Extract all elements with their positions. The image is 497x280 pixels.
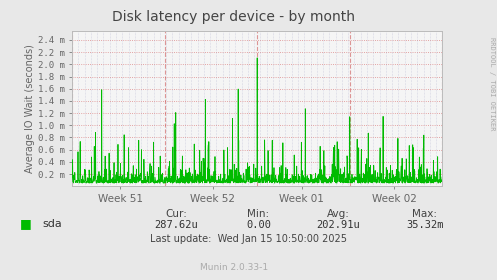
Text: RRDTOOL / TOBI OETIKER: RRDTOOL / TOBI OETIKER [489, 37, 495, 131]
Text: Min:: Min: [248, 209, 269, 219]
Text: 0.00: 0.00 [246, 220, 271, 230]
Text: 202.91u: 202.91u [316, 220, 360, 230]
Y-axis label: Average IO Wait (seconds): Average IO Wait (seconds) [25, 44, 35, 173]
Text: sda: sda [42, 219, 62, 229]
Text: 287.62u: 287.62u [155, 220, 198, 230]
Text: Avg:: Avg: [327, 209, 349, 219]
Text: ■: ■ [20, 218, 32, 230]
Text: 35.32m: 35.32m [406, 220, 444, 230]
Text: Last update:  Wed Jan 15 10:50:00 2025: Last update: Wed Jan 15 10:50:00 2025 [150, 234, 347, 244]
Text: Max:: Max: [413, 209, 437, 219]
Text: Munin 2.0.33-1: Munin 2.0.33-1 [199, 263, 268, 272]
Text: Cur:: Cur: [166, 209, 187, 219]
Text: Disk latency per device - by month: Disk latency per device - by month [112, 10, 355, 24]
